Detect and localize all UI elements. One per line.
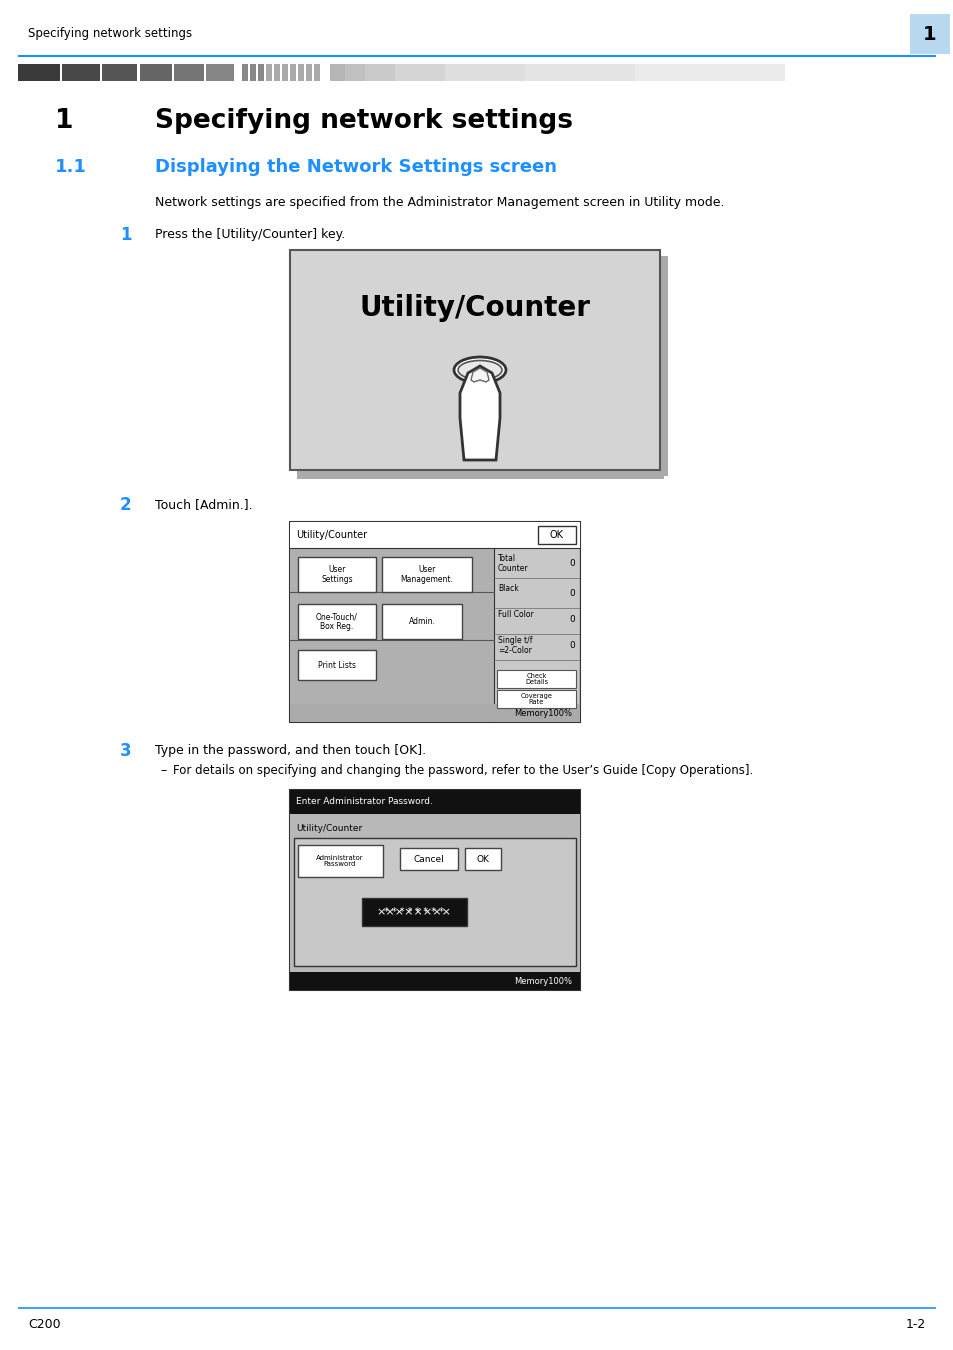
Bar xyxy=(294,838,576,967)
Text: User
Management.: User Management. xyxy=(400,566,453,583)
Bar xyxy=(290,790,579,990)
Bar xyxy=(297,558,375,593)
Ellipse shape xyxy=(454,356,505,383)
Text: Admin.: Admin. xyxy=(408,617,435,626)
Text: 1: 1 xyxy=(923,24,936,43)
Bar xyxy=(381,558,472,593)
Bar xyxy=(635,63,784,81)
Text: Full Color: Full Color xyxy=(497,610,533,620)
Text: 3: 3 xyxy=(120,743,132,760)
Polygon shape xyxy=(459,366,499,460)
Text: Coverage
Rate: Coverage Rate xyxy=(520,693,552,705)
Text: ××××××××: ×××××××× xyxy=(376,907,451,917)
Text: C200: C200 xyxy=(28,1319,61,1331)
Text: Utility/Counter: Utility/Counter xyxy=(359,294,590,323)
Bar xyxy=(290,522,579,722)
Text: 0: 0 xyxy=(569,590,575,598)
Text: 1: 1 xyxy=(55,108,73,134)
Text: OK: OK xyxy=(476,855,489,864)
Text: Print Lists: Print Lists xyxy=(317,660,355,670)
Bar xyxy=(524,63,635,81)
Bar xyxy=(250,63,255,81)
Text: 1-2: 1-2 xyxy=(904,1319,925,1331)
Bar xyxy=(297,649,375,680)
Bar xyxy=(361,898,467,926)
Bar xyxy=(381,603,461,639)
Bar xyxy=(494,548,578,722)
Text: Single t/f
=2-Color: Single t/f =2-Color xyxy=(497,636,532,655)
Bar xyxy=(399,848,457,869)
Text: Press the [Utility/Counter] key.: Press the [Utility/Counter] key. xyxy=(154,228,345,242)
Bar xyxy=(242,63,248,81)
Bar xyxy=(290,63,295,81)
Text: Network settings are specified from the Administrator Management screen in Utili: Network settings are specified from the … xyxy=(154,196,723,209)
Bar xyxy=(290,790,579,814)
Bar xyxy=(297,845,382,878)
Text: Total
Counter: Total Counter xyxy=(497,554,528,574)
Text: Check
Details: Check Details xyxy=(524,672,547,686)
Bar xyxy=(297,603,375,639)
Bar xyxy=(345,63,365,81)
Ellipse shape xyxy=(457,360,501,379)
Text: Type in the password, and then touch [OK].: Type in the password, and then touch [OK… xyxy=(154,744,426,757)
Bar xyxy=(62,63,100,81)
Bar xyxy=(909,14,949,54)
Bar xyxy=(290,814,579,990)
Text: Black: Black xyxy=(497,585,518,593)
Bar xyxy=(173,63,204,81)
Bar xyxy=(306,63,312,81)
Text: Specifying network settings: Specifying network settings xyxy=(28,27,192,40)
Bar xyxy=(102,63,137,81)
Text: Enter Administrator Password.: Enter Administrator Password. xyxy=(295,798,433,806)
Bar xyxy=(330,63,345,81)
Text: 0: 0 xyxy=(569,559,575,568)
Bar xyxy=(444,63,524,81)
Text: Utility/Counter: Utility/Counter xyxy=(295,531,367,540)
Bar xyxy=(537,526,576,544)
Bar xyxy=(257,63,264,81)
Text: OK: OK xyxy=(550,531,563,540)
Bar xyxy=(297,63,304,81)
Text: 1.1: 1.1 xyxy=(55,158,87,176)
Bar xyxy=(290,703,579,722)
Text: * * * * * * * *: * * * * * * * * xyxy=(384,907,443,917)
Bar xyxy=(290,972,579,990)
Text: –: – xyxy=(160,764,166,778)
Text: 2: 2 xyxy=(120,495,132,514)
Polygon shape xyxy=(471,369,489,382)
Bar xyxy=(274,63,280,81)
Bar xyxy=(206,63,233,81)
Text: User
Settings: User Settings xyxy=(321,566,353,583)
Bar xyxy=(282,63,288,81)
Text: Displaying the Network Settings screen: Displaying the Network Settings screen xyxy=(154,158,557,176)
Bar xyxy=(296,470,663,479)
Text: Cancel: Cancel xyxy=(414,855,444,864)
Bar xyxy=(497,690,576,707)
Text: Administrator
Password: Administrator Password xyxy=(315,855,363,867)
Text: For details on specifying and changing the password, refer to the User’s Guide [: For details on specifying and changing t… xyxy=(172,764,753,778)
Bar xyxy=(290,522,579,548)
Bar xyxy=(395,63,444,81)
Text: Specifying network settings: Specifying network settings xyxy=(154,108,573,134)
Text: One-Touch/
Box Reg.: One-Touch/ Box Reg. xyxy=(315,612,357,630)
Bar xyxy=(314,63,319,81)
Text: Memory100%: Memory100% xyxy=(514,976,572,986)
Bar xyxy=(497,670,576,688)
Bar xyxy=(659,256,667,477)
Text: Memory100%: Memory100% xyxy=(514,709,572,717)
Bar xyxy=(464,848,500,869)
Text: Touch [Admin.].: Touch [Admin.]. xyxy=(154,498,253,512)
Text: 0: 0 xyxy=(569,616,575,625)
Bar xyxy=(266,63,272,81)
Text: 0: 0 xyxy=(569,641,575,651)
Bar xyxy=(18,63,60,81)
Bar xyxy=(140,63,172,81)
Bar xyxy=(290,250,659,470)
Text: Utility/Counter: Utility/Counter xyxy=(295,824,362,833)
Bar xyxy=(365,63,395,81)
Text: 1: 1 xyxy=(120,225,132,244)
Bar xyxy=(290,548,579,722)
